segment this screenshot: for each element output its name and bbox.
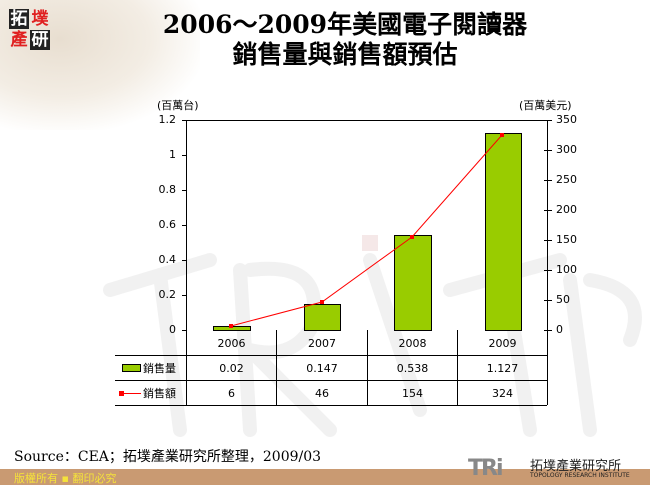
- table-cell: 6: [228, 387, 235, 400]
- title-line-2: 銷售量與銷售額預估: [232, 40, 458, 69]
- year-header: 2007: [308, 337, 336, 350]
- year-header: 2006: [217, 337, 246, 350]
- right-tick: 350: [556, 113, 577, 126]
- legend-bar-key: [122, 364, 141, 372]
- bar-2007: [304, 304, 341, 331]
- bar-2009: [485, 133, 522, 331]
- footer-bar: [0, 469, 650, 485]
- right-axis-unit: (百萬美元): [519, 99, 572, 112]
- background-map: [0, 0, 200, 130]
- right-tick: 100: [556, 263, 577, 276]
- right-tick: 150: [556, 233, 577, 246]
- sales-revenue-line: [230, 134, 503, 327]
- logo-char: 拓: [9, 9, 29, 29]
- data-table-grid: [115, 330, 548, 406]
- left-tick: 0.8: [158, 183, 177, 196]
- copyright-text: 版權所有 ▪ 翻印必究: [14, 472, 117, 485]
- logo-char: 研: [30, 30, 50, 50]
- left-tick: 0.4: [158, 253, 177, 266]
- row-label-volume: 銷售量: [143, 362, 176, 375]
- sales-volume-bars: [213, 133, 522, 331]
- year-header: 2009: [488, 337, 517, 350]
- left-tick: 0.6: [158, 218, 177, 231]
- table-cell: 1.127: [486, 362, 519, 375]
- table-cell: 0.538: [396, 362, 429, 375]
- left-axis-unit: (百萬台): [157, 99, 199, 112]
- right-axis-ticks: [544, 120, 552, 331]
- plot-frame: [186, 120, 548, 330]
- legend-marker-key: [119, 391, 124, 396]
- left-tick: 0.2: [158, 288, 177, 301]
- row-label-revenue: 銷售額: [143, 387, 176, 400]
- left-tick: 1: [169, 148, 176, 161]
- left-tick: 0: [169, 323, 176, 336]
- table-cell: 46: [315, 387, 329, 400]
- right-tick: 50: [556, 293, 570, 306]
- left-tick: 1.2: [158, 113, 177, 126]
- right-tick: 250: [556, 173, 577, 186]
- table-cell: 154: [402, 387, 423, 400]
- title-line-1: 2006～2009年美國電子閱讀器: [162, 10, 528, 39]
- right-tick: 300: [556, 143, 577, 156]
- tri-logo-mark: TRi: [468, 456, 503, 481]
- bar-2008: [394, 235, 432, 331]
- page-title: 2006～2009年美國電子閱讀器 銷售量與銷售額預估: [130, 10, 560, 70]
- company-logo: 拓 墣 產 研: [9, 9, 51, 51]
- source-note: Source：CEA；拓墣產業研究所整理，2009/03: [14, 449, 322, 465]
- right-tick: 0: [556, 323, 563, 336]
- right-tick: 200: [556, 203, 577, 216]
- logo-char: 產: [10, 30, 28, 50]
- left-axis-ticks: [182, 120, 186, 331]
- table-cell: 324: [492, 387, 513, 400]
- brand-name-en: TOPOLOGY RESEARCH INSTITUTE: [530, 472, 630, 479]
- table-cell: 0.147: [306, 362, 338, 375]
- brand-name-cn: 拓墣產業研究所: [530, 459, 622, 474]
- logo-char: 墣: [31, 9, 49, 29]
- table-cell: 0.02: [219, 362, 244, 375]
- year-header: 2008: [398, 337, 427, 350]
- sales-revenue-markers: [229, 133, 504, 328]
